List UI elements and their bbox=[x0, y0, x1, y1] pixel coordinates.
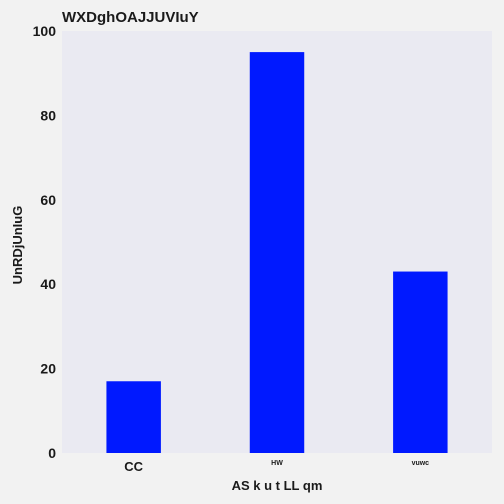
y-tick-label: 60 bbox=[40, 192, 56, 208]
x-tick-label: vuwc bbox=[412, 460, 430, 467]
y-axis-ticks: 0 20 40 60 80 100 bbox=[33, 23, 57, 461]
x-axis-label: AS k u t LL qm bbox=[232, 478, 323, 493]
y-tick-label: 40 bbox=[40, 276, 56, 292]
bar bbox=[106, 381, 160, 453]
y-tick-label: 20 bbox=[40, 361, 56, 377]
y-axis-label: UnRDjUnIuG bbox=[10, 206, 25, 285]
x-axis-ticks: CC HW vuwc bbox=[124, 459, 429, 474]
y-tick-label: 100 bbox=[33, 23, 57, 39]
x-tick-label: HW bbox=[271, 460, 283, 467]
bar bbox=[250, 52, 304, 453]
x-tick-label: CC bbox=[124, 459, 143, 474]
chart-title: WXDghOAJJUVIuY bbox=[62, 9, 199, 26]
y-tick-label: 80 bbox=[40, 107, 56, 123]
y-tick-label: 0 bbox=[48, 445, 56, 461]
bar bbox=[393, 272, 447, 453]
